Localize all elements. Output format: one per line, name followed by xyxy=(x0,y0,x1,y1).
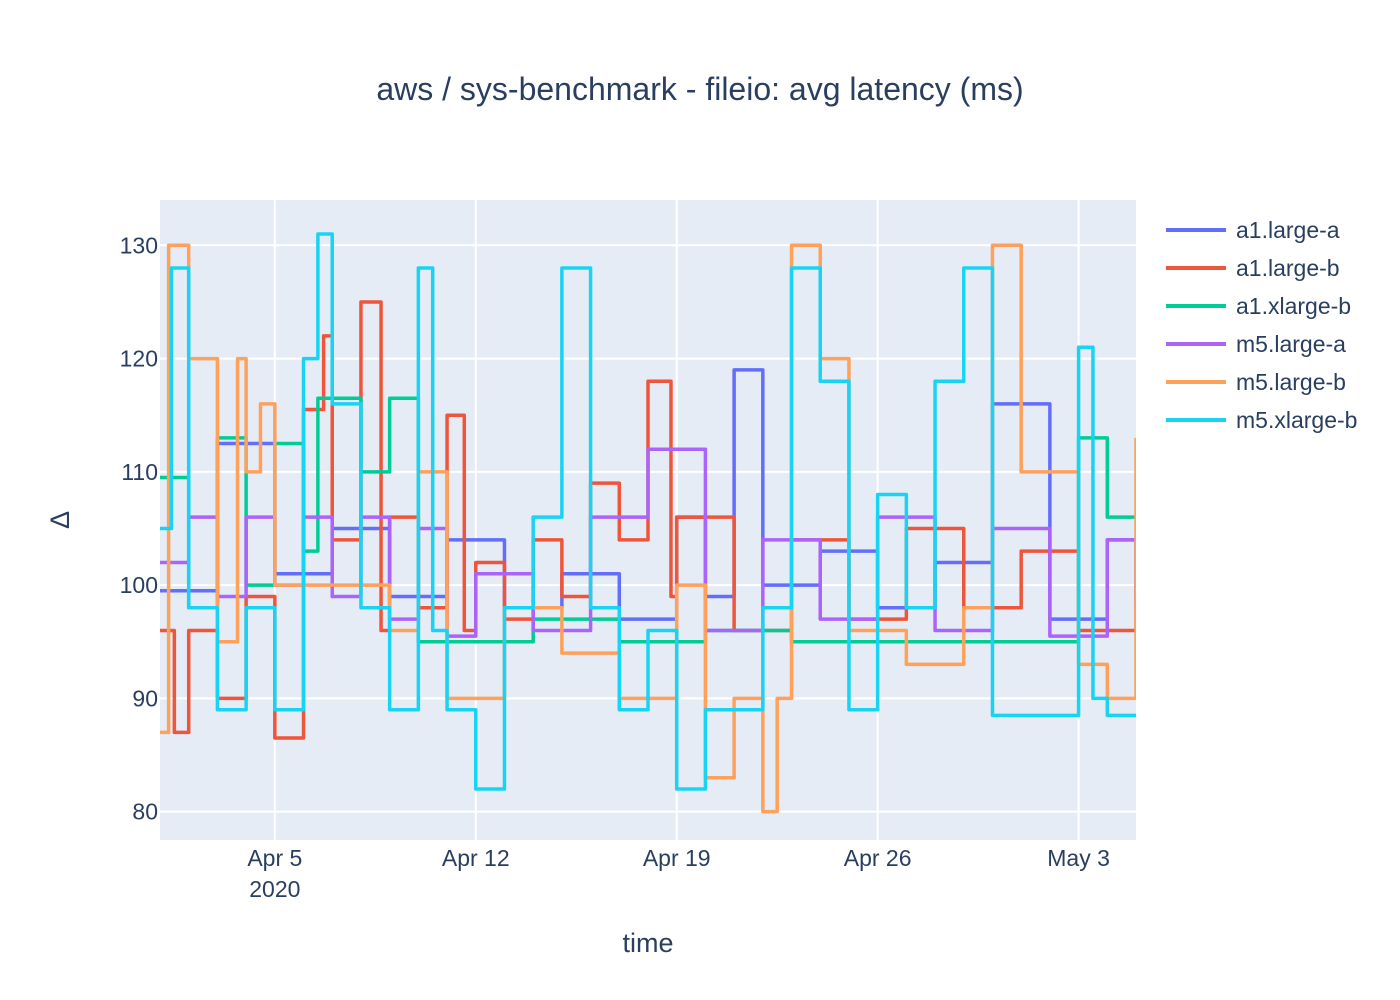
y-tick-label: 90 xyxy=(132,685,158,711)
x-axis-title: time xyxy=(622,928,673,958)
legend-label: m5.large-a xyxy=(1236,331,1346,357)
legend[interactable]: a1.large-a a1.large-b a1.xlarge-b m5.large-… xyxy=(1166,217,1357,433)
legend-item-m5-xlarge-b[interactable]: m5.xlarge-b xyxy=(1166,407,1357,433)
series-line-m5-xlarge-b xyxy=(160,232,1136,791)
legend-item-a1-xlarge-b[interactable]: a1.xlarge-b xyxy=(1166,293,1351,319)
x-tick-label: Apr 26 xyxy=(844,845,912,871)
x-tick-label: May 3 xyxy=(1047,845,1110,871)
y-tick-label: 120 xyxy=(120,346,158,372)
y-tick-label: 80 xyxy=(132,799,158,825)
x-axis-ticks: Apr 5 2020 Apr 12 Apr 19 Apr 26 May 3 xyxy=(247,845,1110,902)
y-axis-ticks: 80 90 100 110 120 130 xyxy=(120,232,158,824)
legend-label: m5.xlarge-b xyxy=(1236,407,1357,433)
series-lines xyxy=(160,232,1136,814)
legend-label: a1.xlarge-b xyxy=(1236,293,1351,319)
legend-item-a1-large-a[interactable]: a1.large-a xyxy=(1166,217,1340,243)
legend-label: a1.large-a xyxy=(1236,217,1340,243)
x-tick-label: Apr 19 xyxy=(643,845,711,871)
legend-label: a1.large-b xyxy=(1236,255,1340,281)
y-axis-title: Δ xyxy=(45,511,75,529)
chart-title: aws / sys-benchmark - fileio: avg latenc… xyxy=(376,71,1023,107)
y-tick-label: 100 xyxy=(120,572,158,598)
legend-label: m5.large-b xyxy=(1236,369,1346,395)
x-tick-sublabel: 2020 xyxy=(249,876,300,902)
legend-item-m5-large-b[interactable]: m5.large-b xyxy=(1166,369,1346,395)
y-tick-label: 130 xyxy=(120,232,158,258)
legend-item-a1-large-b[interactable]: a1.large-b xyxy=(1166,255,1340,281)
legend-item-m5-large-a[interactable]: m5.large-a xyxy=(1166,331,1346,357)
y-tick-label: 110 xyxy=(121,459,158,485)
x-tick-label: Apr 5 xyxy=(247,845,302,871)
x-tick-label: Apr 12 xyxy=(442,845,510,871)
